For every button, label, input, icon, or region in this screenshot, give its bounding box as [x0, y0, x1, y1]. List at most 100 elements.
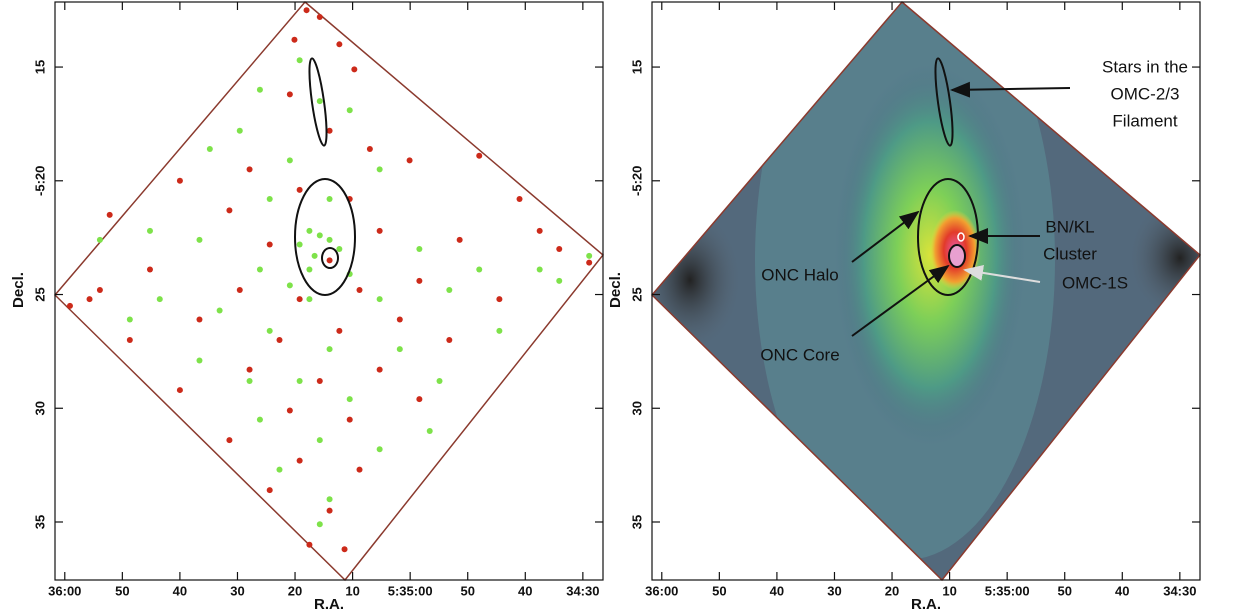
star-point	[317, 378, 323, 384]
panel-right: Stars in theOMC-2/3FilamentBN/KLClusterO…	[607, 0, 1230, 611]
star-point	[287, 282, 293, 288]
star-point	[304, 7, 310, 13]
star-point	[226, 207, 232, 213]
annotation: ONC Halo	[761, 265, 838, 284]
x-tick-label: 20	[885, 583, 899, 598]
y-tick-label: 15	[32, 60, 47, 74]
star-point	[276, 467, 282, 473]
region-ellipse	[949, 245, 965, 267]
star-point	[537, 228, 543, 234]
y-tick-label: 25	[32, 287, 47, 301]
star-point	[377, 367, 383, 373]
star-point	[416, 246, 422, 252]
x-tick-label: 40	[173, 583, 187, 598]
star-point	[336, 246, 342, 252]
star-point	[297, 187, 303, 193]
y-tick-label: 35	[32, 515, 47, 529]
star-point	[317, 98, 323, 104]
star-point	[347, 107, 353, 113]
star-point	[276, 337, 282, 343]
star-point	[297, 296, 303, 302]
y-tick-label: 30	[629, 401, 644, 415]
x-axis-label: R.A.	[911, 596, 941, 611]
star-point	[377, 296, 383, 302]
y-axis-label: Decl.	[10, 272, 27, 308]
figure: 36:00 50 40 30 20 10 5:35:00 50 40 34:30 15 -5:20 25…	[0, 0, 1248, 611]
x-tick-label: 34:30	[1163, 583, 1196, 598]
region-outlines	[295, 58, 355, 295]
star-point	[367, 146, 373, 152]
star-point	[147, 228, 153, 234]
star-point	[517, 196, 523, 202]
star-point	[287, 408, 293, 414]
star-point	[457, 237, 463, 243]
x-tick-label: 40	[770, 583, 784, 598]
star-point	[476, 267, 482, 273]
x-axis-label: R.A.	[314, 596, 344, 611]
star-point	[377, 446, 383, 452]
star-point	[347, 417, 353, 423]
star-point	[291, 37, 297, 43]
annotation: Cluster	[1043, 244, 1097, 263]
y-tick-label: 30	[32, 401, 47, 415]
x-tick-label: 30	[230, 583, 244, 598]
star-point	[157, 296, 163, 302]
star-point	[257, 87, 263, 93]
star-point	[397, 317, 403, 323]
star-point	[196, 317, 202, 323]
x-tick-label: 40	[1115, 583, 1129, 598]
annotation: OMC-2/3	[1111, 84, 1180, 103]
star-point	[237, 287, 243, 293]
star-point	[297, 241, 303, 247]
star-point	[306, 542, 312, 548]
star-point	[207, 146, 213, 152]
x-tick-label: 10	[942, 583, 956, 598]
y-tick-label: 35	[629, 515, 644, 529]
star-point	[247, 367, 253, 373]
star-point	[257, 267, 263, 273]
annotation: ONC Core	[760, 345, 839, 364]
star-point	[377, 166, 383, 172]
star-point	[67, 303, 73, 309]
star-point	[416, 396, 422, 402]
star-point	[446, 337, 452, 343]
star-point	[97, 287, 103, 293]
star-point	[437, 378, 443, 384]
star-point	[196, 357, 202, 363]
star-point	[97, 237, 103, 243]
star-point	[537, 267, 543, 273]
star-point	[297, 458, 303, 464]
star-point	[416, 278, 422, 284]
x-tick-label: 36:00	[48, 583, 81, 598]
field-outline	[55, 2, 603, 580]
star-point	[306, 267, 312, 273]
star-point	[496, 296, 502, 302]
star-point	[476, 153, 482, 159]
y-axis-label: Decl.	[607, 272, 624, 308]
star-point	[357, 287, 363, 293]
star-point	[217, 307, 223, 313]
star-point	[586, 260, 592, 266]
y-tick-label: -5:20	[32, 166, 47, 196]
star-point	[496, 328, 502, 334]
star-point	[297, 378, 303, 384]
star-point	[407, 157, 413, 163]
star-point	[347, 396, 353, 402]
star-point	[327, 496, 333, 502]
star-point	[267, 487, 273, 493]
star-point	[147, 267, 153, 273]
star-point	[297, 57, 303, 63]
star-point	[127, 317, 133, 323]
star-point	[556, 246, 562, 252]
star-point	[196, 237, 202, 243]
x-tick-label: 50	[1057, 583, 1071, 598]
x-tick-label: 50	[712, 583, 726, 598]
star-point	[107, 212, 113, 218]
x-tick-label: 5:35:00	[388, 583, 433, 598]
star-point	[87, 296, 93, 302]
star-point	[427, 428, 433, 434]
plot-frame	[55, 2, 603, 580]
star-point	[127, 337, 133, 343]
star-point	[317, 232, 323, 238]
x-tick-label: 36:00	[645, 583, 678, 598]
